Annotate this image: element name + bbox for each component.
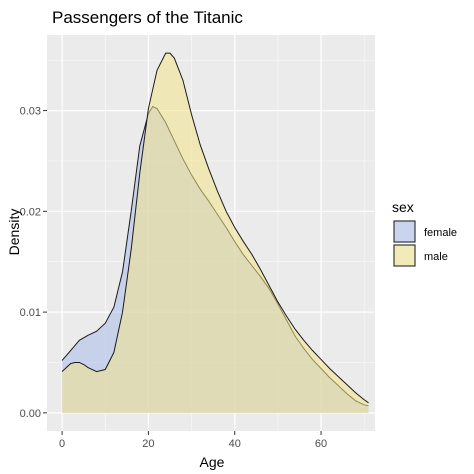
x-tick-label: 40: [229, 438, 241, 450]
x-tick-label: 60: [315, 438, 327, 450]
legend-label-female: female: [424, 227, 457, 239]
legend-title: sex: [392, 199, 414, 215]
x-tick-label: 0: [59, 438, 65, 450]
y-tick-label: 0.00: [20, 408, 41, 420]
y-tick-label: 0.02: [20, 206, 41, 218]
legend-label-male: male: [424, 251, 448, 263]
y-tick-label: 0.01: [20, 307, 41, 319]
x-axis-ticks: 0 20 40 60: [59, 431, 327, 450]
y-axis-title: Density: [6, 209, 22, 256]
density-areas: [61, 52, 369, 413]
legend: sex female male: [392, 199, 457, 267]
chart-title: Passengers of the Titanic: [52, 8, 243, 27]
density-line-male: [61, 52, 369, 404]
y-axis-ticks: 0.00 0.01 0.02 0.03: [20, 106, 47, 420]
density-fill-male: [62, 53, 369, 413]
legend-swatch-male: [393, 244, 416, 267]
x-axis-title: Age: [200, 454, 225, 470]
x-tick-label: 20: [142, 438, 154, 450]
legend-swatch-female: [393, 220, 416, 243]
y-tick-label: 0.03: [20, 106, 41, 118]
